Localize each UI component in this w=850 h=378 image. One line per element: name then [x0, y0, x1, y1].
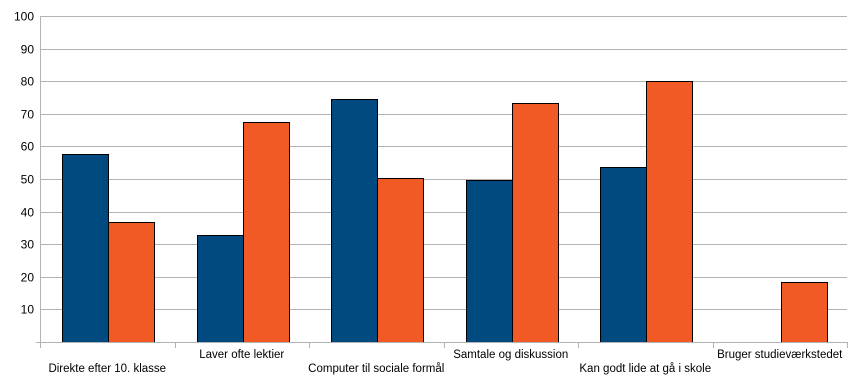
y-tick-label: 60: [21, 140, 35, 154]
y-tick-label: 80: [21, 75, 35, 89]
bar-series-2-5: [781, 282, 828, 343]
y-tick-label: 10: [21, 303, 35, 317]
y-tick-label: 100: [14, 10, 34, 24]
category-label: Bruger studieværkstedet: [717, 349, 843, 361]
axes: [36, 16, 848, 348]
category-label: Laver ofte lektier: [199, 349, 284, 361]
bar-series-1-1: [197, 235, 244, 343]
y-tick-label: 90: [21, 43, 35, 57]
y-tick-label: 50: [21, 173, 35, 187]
bar-series-1-3: [466, 180, 513, 343]
bar-series-2-2: [377, 178, 424, 343]
y-tick-label: 70: [21, 108, 35, 122]
bar-series-2-0: [108, 222, 155, 343]
y-tick-label: 30: [21, 238, 35, 252]
grid-lines: [40, 16, 847, 310]
y-tick-label: 40: [21, 206, 35, 220]
category-label: Kan godt lide at gå i skole: [579, 363, 711, 375]
bar-series-2-3: [512, 103, 559, 343]
bar-series-1-2: [331, 99, 378, 343]
bar-series-1-4: [600, 167, 647, 343]
category-label: Direkte efter 10. klasse: [48, 363, 166, 375]
y-tick-labels: 10 20 30 40 50 60 70 80 90 100: [14, 10, 34, 317]
bar-series-1-0: [62, 154, 109, 343]
category-label: Samtale og diskussion: [453, 349, 568, 361]
bar-series-2-1: [243, 122, 290, 343]
category-labels: Direkte efter 10. klasse Laver ofte lekti…: [48, 349, 843, 375]
category-label: Computer til sociale formål: [308, 363, 444, 375]
y-tick-label: 20: [21, 271, 35, 285]
bar-series-2-4: [646, 81, 693, 343]
